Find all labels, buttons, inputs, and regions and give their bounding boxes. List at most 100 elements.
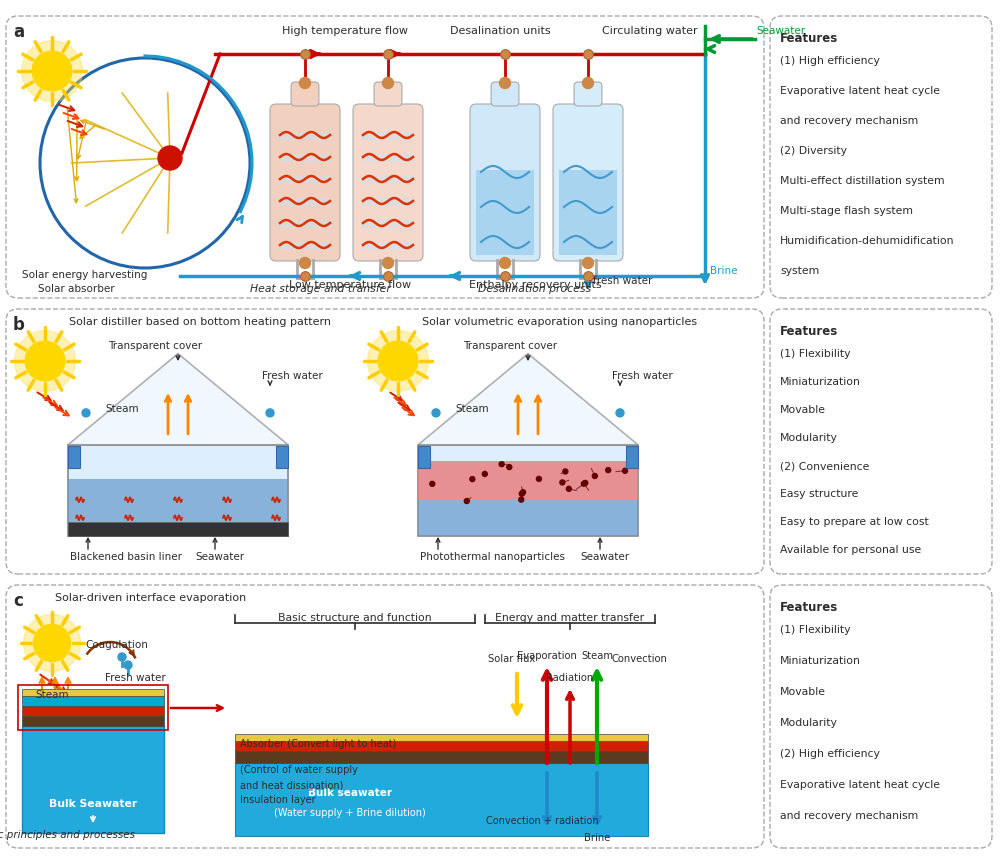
Circle shape — [15, 330, 75, 391]
Text: Photothermal nanoparticles: Photothermal nanoparticles — [420, 552, 565, 562]
Text: Heat storage and transfer: Heat storage and transfer — [250, 284, 390, 294]
Text: Multi-effect distillation system: Multi-effect distillation system — [780, 176, 945, 186]
Bar — [279, 176, 331, 184]
Circle shape — [118, 653, 126, 661]
Text: High temperature flow: High temperature flow — [282, 26, 408, 36]
Bar — [418, 446, 430, 467]
Text: Brine: Brine — [584, 833, 610, 843]
Circle shape — [32, 51, 72, 91]
Circle shape — [499, 461, 504, 467]
FancyBboxPatch shape — [270, 104, 340, 261]
Text: Solar flux: Solar flux — [488, 654, 536, 664]
Bar — [418, 461, 638, 500]
FancyBboxPatch shape — [6, 585, 764, 848]
Bar — [362, 198, 414, 206]
Text: (Water supply + Brine dilution): (Water supply + Brine dilution) — [274, 808, 426, 818]
Bar — [235, 763, 648, 836]
Text: Features: Features — [780, 325, 838, 338]
Text: (2) High efficiency: (2) High efficiency — [780, 749, 880, 759]
Circle shape — [382, 78, 394, 88]
Text: Easy to prepare at low cost: Easy to prepare at low cost — [780, 517, 929, 527]
Circle shape — [560, 480, 565, 485]
Circle shape — [500, 78, 511, 88]
Circle shape — [382, 258, 394, 269]
Text: and recovery mechanism: and recovery mechanism — [780, 116, 918, 126]
Bar — [235, 751, 648, 763]
Bar — [68, 445, 288, 536]
Circle shape — [566, 486, 571, 491]
Text: Evaporative latent heat cycle: Evaporative latent heat cycle — [780, 86, 940, 96]
Text: Basic structure and function: Basic structure and function — [278, 613, 432, 623]
Bar — [279, 132, 331, 140]
Bar — [362, 132, 414, 140]
Circle shape — [158, 146, 182, 170]
Text: (1) High efficiency: (1) High efficiency — [780, 56, 880, 66]
Text: Energy and matter transfer: Energy and matter transfer — [495, 613, 645, 623]
Circle shape — [592, 473, 597, 479]
Text: Transparent cover: Transparent cover — [463, 341, 557, 351]
Text: Seawater: Seawater — [195, 552, 244, 562]
Text: Fresh water: Fresh water — [612, 371, 673, 381]
Text: Desalination process: Desalination process — [478, 284, 592, 294]
Text: Transparent cover: Transparent cover — [108, 341, 202, 351]
Circle shape — [432, 409, 440, 417]
Circle shape — [124, 661, 132, 669]
FancyBboxPatch shape — [574, 82, 602, 106]
FancyBboxPatch shape — [291, 82, 319, 106]
Text: (2) Convenience: (2) Convenience — [780, 461, 869, 471]
Text: Steam: Steam — [581, 651, 613, 661]
Text: Solar energy harvesting: Solar energy harvesting — [22, 270, 147, 280]
Bar — [235, 741, 648, 751]
Circle shape — [22, 40, 82, 101]
Circle shape — [368, 330, 428, 391]
FancyBboxPatch shape — [6, 309, 764, 574]
Bar — [68, 479, 288, 522]
Circle shape — [25, 342, 65, 381]
Bar — [626, 446, 638, 467]
Text: Convection + radiation: Convection + radiation — [486, 816, 598, 826]
Text: Miniaturization: Miniaturization — [780, 377, 861, 387]
Text: Humidification-dehumidification: Humidification-dehumidification — [780, 236, 954, 246]
Text: Brine: Brine — [710, 266, 738, 276]
Text: Steam: Steam — [35, 690, 69, 700]
Bar — [279, 154, 331, 162]
Circle shape — [582, 258, 594, 269]
Text: Desalination units: Desalination units — [450, 26, 550, 36]
FancyBboxPatch shape — [491, 82, 519, 106]
Bar — [279, 242, 331, 250]
Circle shape — [583, 480, 588, 485]
Text: fresh water: fresh water — [593, 276, 652, 286]
Text: Miniaturization: Miniaturization — [780, 656, 861, 666]
Text: Features: Features — [780, 32, 838, 45]
Bar — [68, 522, 288, 536]
Bar — [362, 242, 414, 250]
Text: (Control of water supply: (Control of water supply — [240, 765, 358, 775]
Circle shape — [563, 469, 568, 474]
Text: (1) Flexibility: (1) Flexibility — [780, 625, 850, 635]
Text: Fresh water: Fresh water — [105, 673, 166, 683]
Text: Available for personal use: Available for personal use — [780, 545, 921, 555]
Text: and recovery mechanism: and recovery mechanism — [780, 811, 918, 821]
Circle shape — [24, 615, 80, 671]
FancyBboxPatch shape — [770, 585, 992, 848]
Text: Seawater: Seawater — [580, 552, 629, 562]
Circle shape — [606, 467, 611, 473]
Circle shape — [464, 498, 469, 503]
Text: Modularity: Modularity — [780, 718, 838, 728]
Text: Steam: Steam — [455, 404, 489, 414]
Text: a: a — [13, 23, 24, 41]
Bar — [22, 716, 164, 726]
Text: Enthalpy recovery units: Enthalpy recovery units — [469, 280, 601, 290]
Text: Bulk seawater: Bulk seawater — [308, 788, 392, 798]
Text: c: c — [13, 592, 23, 610]
Circle shape — [33, 624, 71, 662]
Text: Features: Features — [780, 601, 838, 614]
FancyBboxPatch shape — [353, 104, 423, 261]
Text: Multi-stage flash system: Multi-stage flash system — [780, 206, 913, 216]
FancyBboxPatch shape — [770, 16, 992, 298]
Bar — [68, 446, 80, 467]
Bar — [476, 169, 534, 255]
Text: b: b — [13, 316, 25, 334]
Bar — [22, 696, 164, 706]
Text: Solar distiller based on bottom heating pattern: Solar distiller based on bottom heating … — [69, 317, 331, 327]
